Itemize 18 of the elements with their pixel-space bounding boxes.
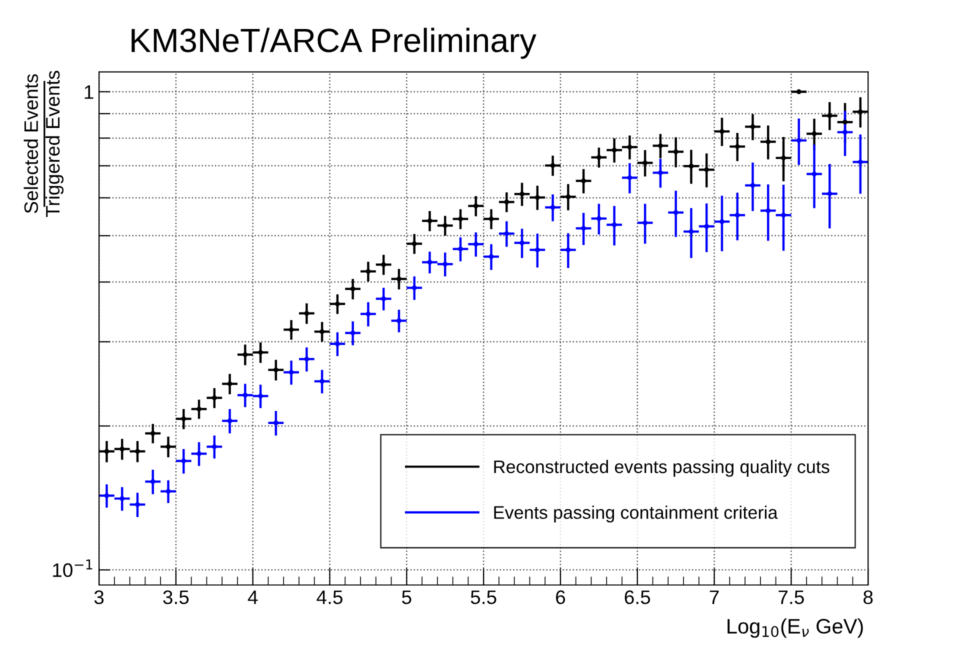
legend-label: Reconstructed events passing quality cuts	[494, 460, 830, 477]
x-tick-label: 6.5	[624, 590, 650, 604]
x-tick-label: 7	[710, 590, 719, 604]
x-tick-label: 3	[94, 590, 104, 604]
x-tick-label: 3.5	[163, 590, 189, 604]
x-tick-label: 5	[402, 590, 412, 604]
x-tick-label: 7.5	[778, 590, 804, 604]
legend-label: Events passing containment criteria	[494, 506, 778, 522]
x-tick-label: 4	[248, 590, 258, 604]
x-tick-label: 6	[556, 590, 566, 604]
chart-title: KM3NeT/ARCA Preliminary	[132, 28, 536, 59]
y-tick-label: 10$^{−1}$	[53, 559, 92, 578]
x-tick-label: 8	[864, 590, 873, 604]
x-tick-label: 4.5	[316, 590, 342, 604]
y-tick-label: 1	[84, 85, 94, 99]
x-axis-title: Log$_{10}$(E$_{ν}$ GeV)	[728, 618, 863, 638]
y-axis-title: Selected Events Triggered Events	[24, 70, 64, 217]
x-tick-label: 5.5	[470, 590, 496, 604]
